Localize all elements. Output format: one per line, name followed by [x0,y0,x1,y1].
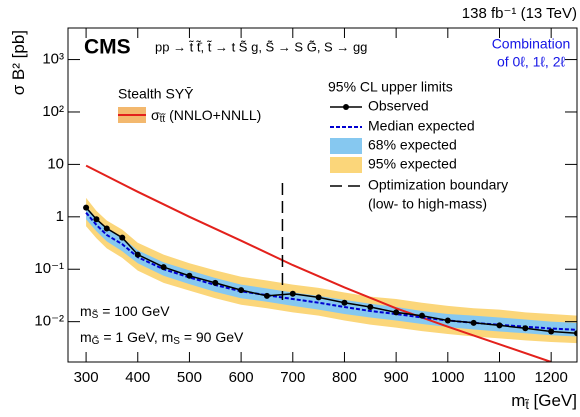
band [86,206,577,337]
x-tick-label: 900 [384,369,409,386]
x-tick-label: 1000 [431,369,464,386]
x-tick-label: 500 [177,369,202,386]
legend-label: Observed [368,98,429,114]
observed-point [238,287,245,294]
legend-label: 68% expected [368,137,457,153]
x-tick-label: 1100 [483,369,515,386]
combination-label: Combination [492,36,571,52]
x-tick-label: 400 [125,369,150,386]
x-tick-label: 800 [332,369,357,386]
y-tick-label: 10 [47,155,64,172]
observed-point [315,294,322,301]
mass-annotation-part: m [80,329,92,345]
process-label: pp → t̃ t̃̄, t̃ → t S̃ g, S̃ → S G̃, S →… [155,39,367,54]
y-tick-label: 10⁻² [34,313,64,330]
mass-annotation-sub: S̃ [92,308,99,321]
median-line [85,212,577,331]
x-tick-label: 700 [280,369,305,386]
observed-point [134,251,141,258]
mass-annotation-sub: S [173,336,180,347]
y-axis-label-part: σ B² [pb] [9,30,28,95]
observed-point [548,328,555,335]
x-axis-label: mt̃ [GeV] [511,391,577,411]
y-tick-label: 1 [56,208,64,225]
x-axis-label-part: m [511,391,525,410]
observed-point [444,317,451,324]
x-tick-label: 1200 [534,369,567,386]
mass-annotation-part: = 100 GeV [98,303,170,319]
observed-point [186,272,193,279]
y-tick-label: 10³ [42,51,64,68]
combination-label: of 0ℓ, 1ℓ, 2ℓ [497,54,566,70]
legend-swatch [330,138,362,154]
observed-point [93,216,100,223]
observed-point [263,292,270,299]
plot-area [83,164,577,362]
legend-label-sub: t̃t̃ [158,112,166,124]
observed-point [212,279,219,286]
observed-point [160,264,167,271]
legend-label: 95% expected [368,156,457,172]
observed-point [83,204,90,211]
observed-point [522,325,529,332]
x-axis-label-part: [GeV] [529,391,577,410]
x-tick-label: 300 [74,369,99,386]
observed-point [496,322,503,329]
observed-point [341,299,348,306]
x-tick-label: 600 [229,369,254,386]
legend-title: 95% CL upper limits [328,79,453,95]
plot-frame [67,27,578,363]
mass-annotation: mG̃ = 1 GeV, mS = 90 GeV [80,329,244,347]
mass-annotation-part: = 90 GeV [180,329,244,345]
observed-point [574,330,577,337]
observed-point [470,319,477,326]
observed-point [119,234,126,241]
legend-label-part: σ [151,107,160,123]
observed-point [367,304,374,311]
observed-point [289,290,296,297]
legend-label: (low- to high-mass) [368,196,487,212]
mass-annotation-sub: G̃ [92,334,100,347]
x-axis-label-sub: t̃ [524,397,530,412]
y-tick-label: 10⁻¹ [34,260,64,277]
cms-label: CMS [84,36,131,59]
legend-label-part: (NNLO+NNLL) [165,107,261,123]
y-axis-label: σ B² [pb] [9,30,28,95]
mass-annotation-part: m [80,303,92,319]
band [86,197,577,344]
mass-annotation: mS̃ = 100 GeV [80,303,170,321]
legend-swatch [343,104,349,110]
observed-point [393,309,400,316]
lumi-label: 138 fb⁻¹ (13 TeV) [462,5,577,22]
y-tick-label: 10² [42,103,64,120]
legend-title: Stealth SYȲ [118,86,194,102]
observed-line [85,207,577,335]
theory-line [85,164,552,362]
legend-label: Optimization boundary [368,177,508,193]
mass-annotation-part: = 1 GeV, m [99,329,173,345]
legend-label: σt̃t̃ (NNLO+NNLL) [151,107,261,125]
legend-swatch [330,157,362,173]
observed-point [418,312,425,319]
observed-point [103,225,110,232]
legend-label: Median expected [368,118,475,134]
